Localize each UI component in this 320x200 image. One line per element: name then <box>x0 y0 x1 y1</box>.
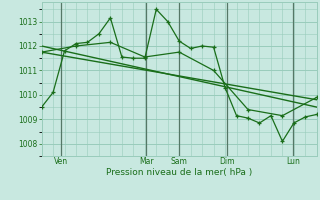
X-axis label: Pression niveau de la mer( hPa ): Pression niveau de la mer( hPa ) <box>106 168 252 177</box>
